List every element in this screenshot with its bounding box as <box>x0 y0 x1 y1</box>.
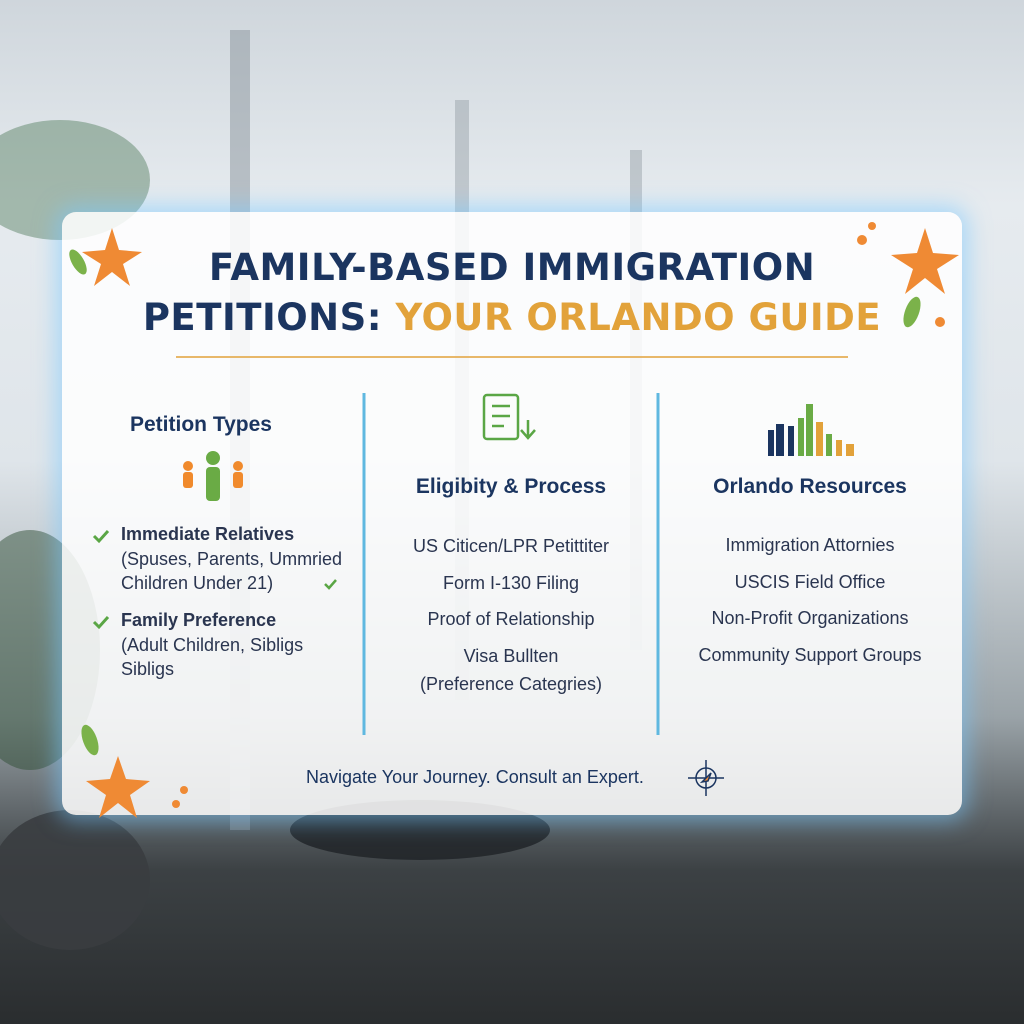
list-item: Proof of Relationship <box>427 609 595 629</box>
footer: Navigate Your Journey. Consult an Expert… <box>306 767 644 787</box>
title: PETITIONS: <box>142 296 383 339</box>
list-item: Non-Profit Organizations <box>711 608 909 628</box>
column-heading: Eligibity & Process <box>415 475 607 498</box>
group-label: Immediate Relatives <box>121 524 295 544</box>
list-item: Form I-130 Filing <box>442 572 580 593</box>
column-heading: Petition Types <box>130 413 272 436</box>
group-detail: (Adult Children, Sibligs <box>121 635 304 655</box>
title: PETITIONS: YOUR ORLANDO GUIDE <box>0 296 1024 339</box>
group-label: Family Preference <box>121 610 277 630</box>
title-highlight: YOUR ORLANDO GUIDE <box>395 296 882 339</box>
group-detail: Sibligs <box>121 659 175 679</box>
title: FAMILY-BASED IMMIGRATION <box>208 246 816 289</box>
list-item: US Citicen/LPR Petittiter <box>412 536 610 556</box>
panel <box>62 212 962 815</box>
group-detail: (Spuses, Parents, Ummried <box>121 549 343 569</box>
group-detail: Children Under 21) <box>121 573 274 593</box>
list-item: Immigration Attornies <box>725 535 895 555</box>
list-item: USCIS Field Office <box>734 571 886 592</box>
column-heading: Orlando Resources <box>713 475 907 498</box>
list-item: (Preference Categries) <box>419 673 603 694</box>
list-item: Community Support Groups <box>698 644 922 665</box>
list-item: Visa Bullten <box>463 645 559 666</box>
